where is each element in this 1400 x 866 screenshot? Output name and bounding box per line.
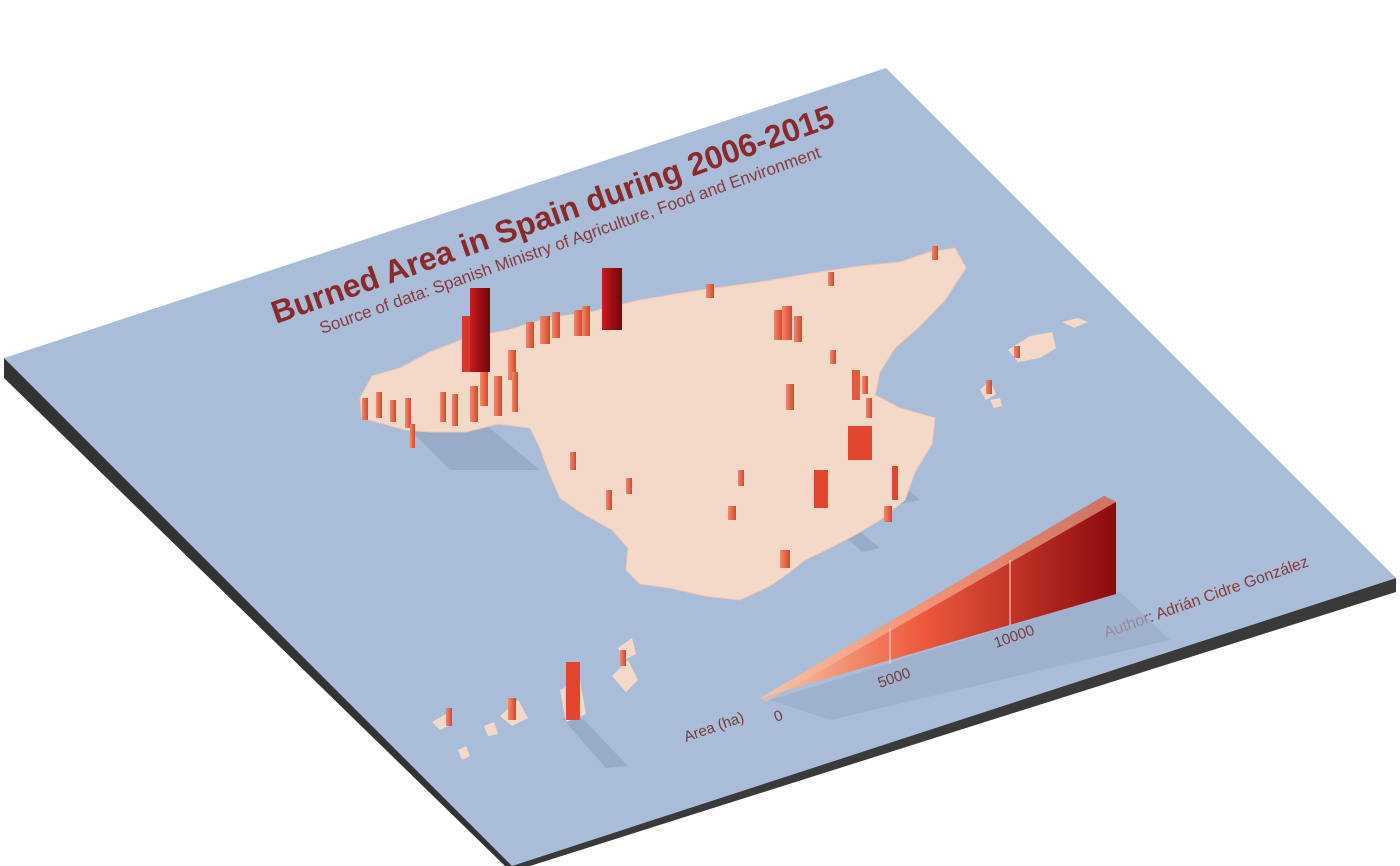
legend: Area (ha) 0 5000 10000 bbox=[682, 496, 1170, 746]
bars-tall bbox=[462, 268, 898, 720]
spain-mainland bbox=[359, 247, 967, 601]
legend-wedge-top bbox=[760, 496, 1116, 702]
legend-shadow bbox=[770, 592, 1170, 720]
bars-light bbox=[362, 246, 1020, 726]
